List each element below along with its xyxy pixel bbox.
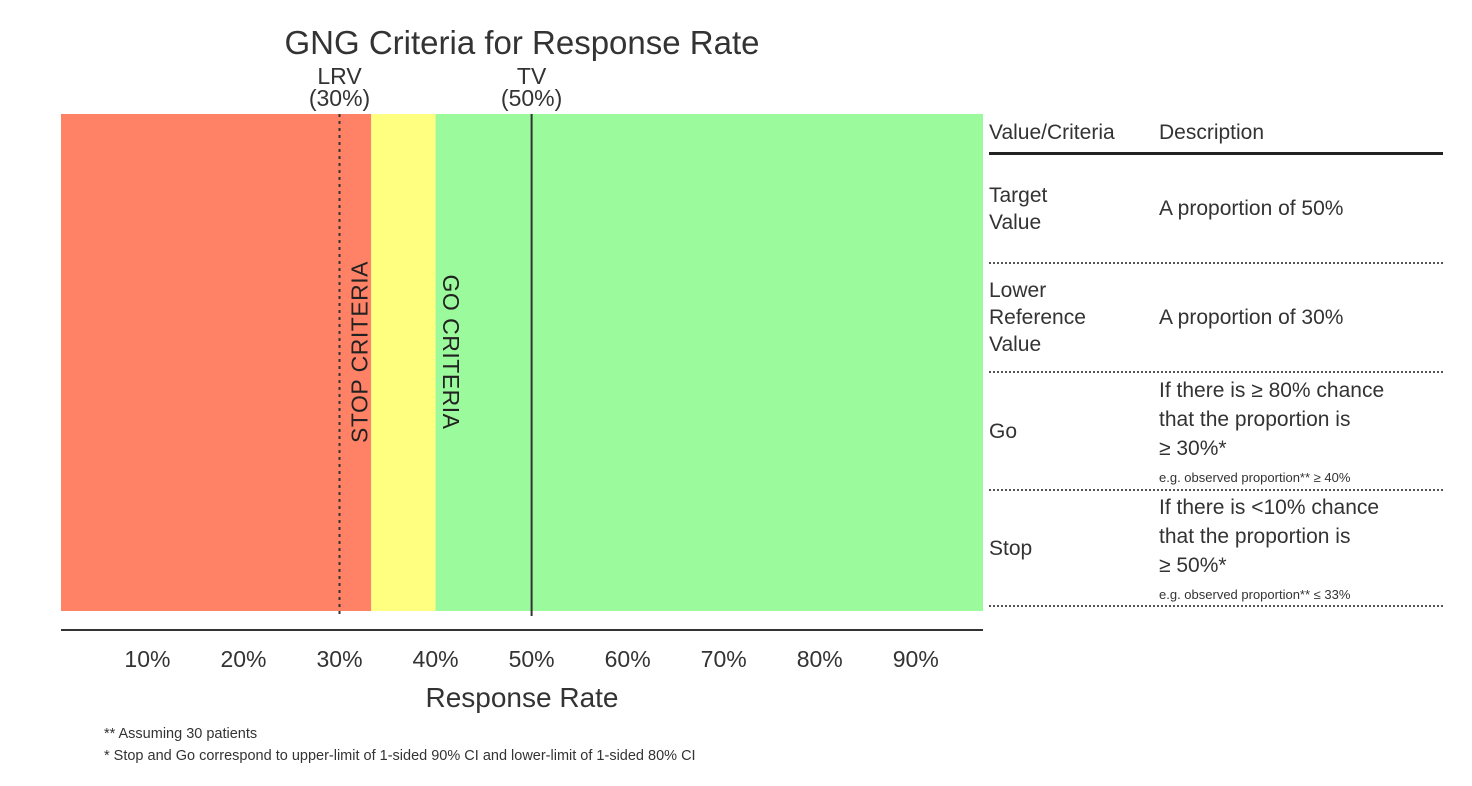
table-row-lower-reference-value: Lower Reference Value A proportion of 30…: [989, 264, 1443, 373]
reference-lines-layer: LRV(30%) TV(50%): [309, 63, 562, 616]
reference-label-lrv: LRV: [317, 63, 362, 89]
reference-value-tv: (50%): [501, 85, 562, 111]
row-description-line: ≥ 30%*: [1159, 436, 1227, 460]
table-row-go: Go If there is ≥ 80% chance that the pro…: [989, 373, 1443, 491]
row-value-line: Value: [989, 333, 1042, 356]
zone-label-go-criteria: GO CRITERIA: [438, 274, 464, 429]
zone-labels-layer: STOP CRITERIA GO CRITERIA: [347, 261, 464, 443]
zone-consider: [371, 114, 436, 611]
footnote: * Stop and Go correspond to upper-limit …: [104, 748, 696, 764]
table-row-target-value: Target Value A proportion of 50%: [989, 155, 1443, 264]
criteria-table: Value/Criteria Description Target Value …: [989, 112, 1443, 607]
row-value-line: Target: [989, 183, 1048, 207]
x-tick-label: 60%: [605, 646, 651, 672]
table-row-stop: Stop If there is <10% chance that the pr…: [989, 491, 1443, 607]
x-tick-label: 10%: [124, 646, 170, 672]
x-tick-label: 30%: [316, 646, 362, 672]
footnotes: ** Assuming 30 patients * Stop and Go co…: [104, 723, 696, 767]
row-description: A proportion of 50%: [1159, 197, 1344, 220]
row-note: e.g. observed proportion** ≤ 33%: [1159, 586, 1351, 602]
row-description-line: that the proportion is: [1159, 524, 1351, 548]
reference-label-tv: TV: [517, 63, 547, 89]
header-value-criteria: Value/Criteria: [989, 120, 1115, 144]
zones-layer: [61, 114, 983, 611]
chart-title: GNG Criteria for Response Rate: [284, 24, 759, 61]
zone-stop: [61, 114, 372, 611]
x-tick-label: 70%: [701, 646, 747, 672]
row-value-line: Reference: [989, 306, 1086, 329]
x-axis-title: Response Rate: [425, 682, 618, 713]
row-description-line: that the proportion is: [1159, 407, 1351, 431]
table-header: Value/Criteria Description: [989, 112, 1443, 155]
zone-go: [435, 114, 983, 611]
zone-label-stop-criteria: STOP CRITERIA: [347, 261, 373, 443]
reference-value-lrv: (30%): [309, 85, 370, 111]
row-description-line: If there is <10% chance: [1159, 495, 1380, 519]
x-tick-label: 80%: [797, 646, 843, 672]
footnote: ** Assuming 30 patients: [104, 726, 258, 742]
header-description: Description: [1159, 120, 1265, 144]
row-value-line: Go: [989, 419, 1018, 443]
x-axis-ticks: 10% 20% 30% 40% 50% 60% 70% 80% 90%: [124, 646, 938, 672]
x-tick-label: 50%: [509, 646, 555, 672]
x-tick-label: 20%: [220, 646, 266, 672]
row-value-line: Value: [989, 210, 1042, 234]
row-value-line: Lower: [989, 279, 1047, 302]
row-description-line: If there is ≥ 80% chance: [1159, 378, 1385, 402]
x-tick-label: 40%: [413, 646, 459, 672]
row-description-line: ≥ 50%*: [1159, 553, 1227, 577]
row-value-line: Stop: [989, 536, 1033, 560]
x-tick-label: 90%: [893, 646, 939, 672]
row-description: A proportion of 30%: [1159, 306, 1344, 329]
row-note: e.g. observed proportion** ≥ 40%: [1159, 469, 1351, 485]
